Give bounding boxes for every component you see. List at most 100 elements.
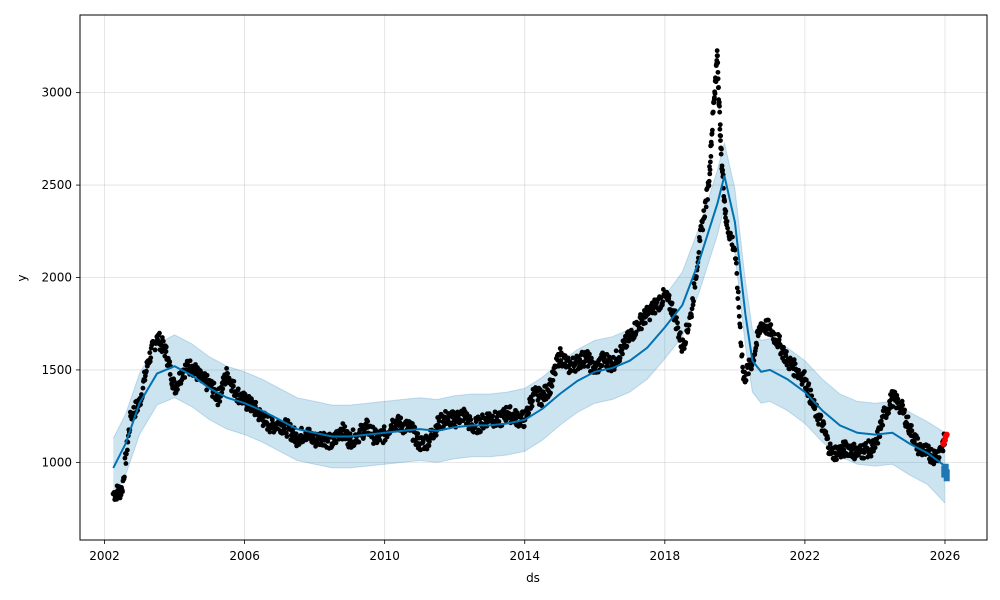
observed-point: [752, 352, 758, 357]
observed-point: [675, 325, 681, 331]
observed-point: [215, 402, 221, 408]
observed-point: [159, 335, 165, 340]
observed-point: [550, 377, 556, 383]
observed-point: [587, 351, 592, 357]
observed-point: [468, 417, 474, 423]
observed-point: [936, 455, 942, 460]
x-axis-label: ds: [526, 571, 540, 585]
observed-point: [356, 439, 362, 445]
observed-point: [350, 427, 356, 433]
observed-point: [706, 178, 712, 184]
observed-point: [220, 386, 226, 392]
y-axis-label: y: [15, 274, 29, 281]
observed-point: [152, 347, 158, 353]
observed-point: [231, 378, 237, 384]
observed-point: [148, 355, 154, 361]
observed-point: [821, 421, 827, 427]
observed-point: [692, 284, 698, 290]
observed-point: [211, 380, 217, 386]
x-axis-ticks: 2002 2006 2010 2014 2018 2022 2026: [89, 540, 960, 563]
observed-point: [734, 271, 740, 276]
observed-point: [702, 214, 708, 220]
observed-point: [804, 387, 810, 392]
observed-point: [875, 440, 881, 446]
observed-point: [802, 369, 807, 374]
observed-point: [565, 355, 571, 361]
observed-point: [736, 313, 742, 319]
observed-point: [163, 348, 169, 355]
x-tick-label: 2006: [229, 549, 260, 563]
observed-point: [834, 457, 839, 462]
observed-point: [342, 424, 348, 429]
observed-point: [851, 441, 857, 447]
observed-point: [167, 372, 173, 377]
observed-point: [754, 342, 760, 348]
observed-point: [878, 426, 884, 432]
observed-point: [715, 69, 721, 75]
observed-point: [182, 375, 188, 380]
observed-point: [160, 338, 166, 344]
observed-point: [792, 361, 798, 367]
observed-point: [791, 357, 797, 363]
observed-point: [549, 383, 555, 389]
observed-point: [669, 300, 675, 306]
observed-point: [880, 422, 886, 428]
observed-point: [899, 398, 905, 404]
observed-point: [707, 171, 713, 177]
observed-point: [124, 451, 129, 457]
observed-point: [895, 396, 901, 402]
observed-point: [619, 347, 625, 352]
observed-point: [131, 404, 137, 410]
observed-point: [689, 306, 695, 312]
observed-point: [163, 344, 169, 350]
observed-point: [599, 363, 605, 369]
observed-point: [157, 330, 162, 336]
observed-point: [940, 448, 946, 454]
observed-point: [697, 237, 703, 244]
observed-point: [175, 387, 180, 392]
observed-point: [529, 403, 535, 409]
observed-point: [734, 285, 740, 291]
observed-point: [530, 398, 535, 404]
observed-point: [167, 359, 173, 365]
observed-point: [620, 351, 625, 357]
observed-point: [675, 320, 680, 326]
observed-point: [808, 387, 814, 393]
observed-point: [623, 333, 628, 339]
observed-point: [733, 260, 739, 266]
observed-point: [724, 218, 730, 224]
observed-point: [365, 418, 371, 424]
y-tick-label: 1000: [41, 455, 72, 469]
observed-point: [768, 322, 774, 327]
observed-point: [719, 163, 725, 169]
observed-point: [766, 317, 771, 323]
x-tick-label: 2014: [509, 549, 540, 563]
observed-point: [526, 410, 532, 416]
observed-point: [717, 122, 723, 128]
observed-point: [658, 295, 664, 301]
observed-point: [707, 159, 713, 165]
observed-point: [635, 321, 642, 327]
observed-point: [735, 289, 741, 295]
observed-point: [803, 377, 809, 383]
y-tick-label: 3000: [41, 86, 72, 100]
y-axis-ticks: 1000 1500 2000 2500 3000: [41, 86, 80, 469]
observed-point: [900, 402, 906, 408]
observed-point: [691, 281, 697, 286]
observed-point: [784, 349, 789, 354]
uncertainty-lower-line: [112, 207, 946, 504]
observed-point: [905, 414, 911, 420]
observed-point: [748, 366, 754, 372]
y-tick-label: 2000: [41, 271, 72, 285]
observed-point: [703, 204, 709, 210]
observed-point: [840, 443, 846, 449]
observed-point: [122, 455, 128, 461]
observed-point: [617, 355, 623, 361]
observed-point: [674, 315, 679, 320]
observed-point: [728, 230, 733, 236]
observed-point: [398, 415, 404, 421]
observed-point: [284, 434, 290, 439]
observed-point: [224, 366, 229, 371]
observed-point: [552, 371, 558, 377]
x-tick-label: 2002: [89, 549, 120, 563]
